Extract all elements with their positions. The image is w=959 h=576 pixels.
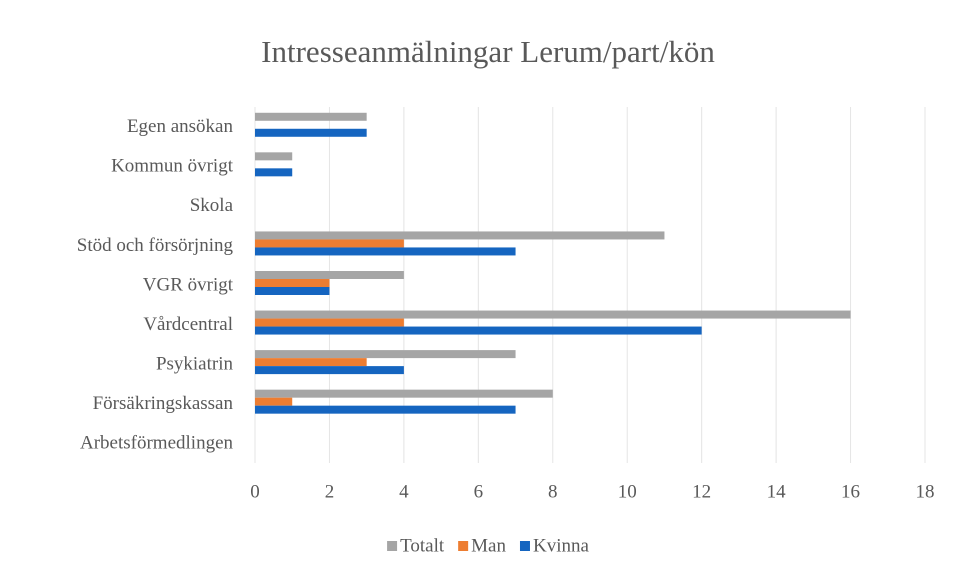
bar — [255, 405, 516, 414]
x-tick-label: 10 — [618, 481, 637, 502]
legend-swatch — [458, 541, 469, 551]
y-tick-label: Försäkringskassan — [93, 393, 234, 414]
bar — [255, 350, 516, 359]
x-tick-label: 18 — [916, 481, 935, 502]
bar — [255, 247, 516, 256]
bar — [255, 318, 404, 327]
bar — [255, 271, 404, 279]
x-tick-label: 4 — [399, 481, 409, 502]
y-tick-label: Kommun övrigt — [111, 156, 234, 177]
bar — [255, 239, 404, 248]
y-tick-label: Vårdcentral — [143, 314, 233, 335]
bar — [255, 310, 851, 319]
y-tick-label: Psykiatrin — [156, 353, 234, 374]
legend-swatch — [387, 541, 398, 551]
bar — [255, 366, 404, 375]
x-tick-label: 6 — [474, 481, 484, 502]
y-tick-label: Egen ansökan — [127, 116, 234, 137]
y-tick-label: Skola — [190, 195, 234, 216]
bar — [255, 397, 293, 406]
legend-label: Man — [471, 535, 506, 556]
bar — [255, 112, 367, 121]
y-tick-label: Stöd och försörjning — [77, 235, 234, 256]
x-tick-label: 0 — [250, 481, 260, 502]
legend-swatch — [519, 541, 530, 551]
x-tick-label: 8 — [548, 481, 558, 502]
bar — [255, 128, 367, 137]
y-tick-label: Arbetsförmedlingen — [80, 433, 234, 454]
bar — [255, 152, 293, 161]
bar — [255, 358, 367, 367]
legend-label: Totalt — [400, 535, 445, 556]
bar — [255, 287, 330, 295]
x-tick-label: 14 — [767, 481, 787, 502]
x-tick-label: 16 — [841, 481, 860, 502]
x-tick-label: 2 — [325, 481, 335, 502]
bar — [255, 279, 330, 287]
bar — [255, 231, 665, 240]
bar — [255, 326, 702, 335]
bar — [255, 168, 293, 177]
x-tick-label: 12 — [692, 481, 711, 502]
bar — [255, 389, 553, 398]
y-tick-label: VGR övrigt — [143, 274, 234, 295]
legend-label: Kvinna — [533, 535, 590, 556]
chart-title: Intresseanmälningar Lerum/part/kön — [261, 34, 715, 69]
